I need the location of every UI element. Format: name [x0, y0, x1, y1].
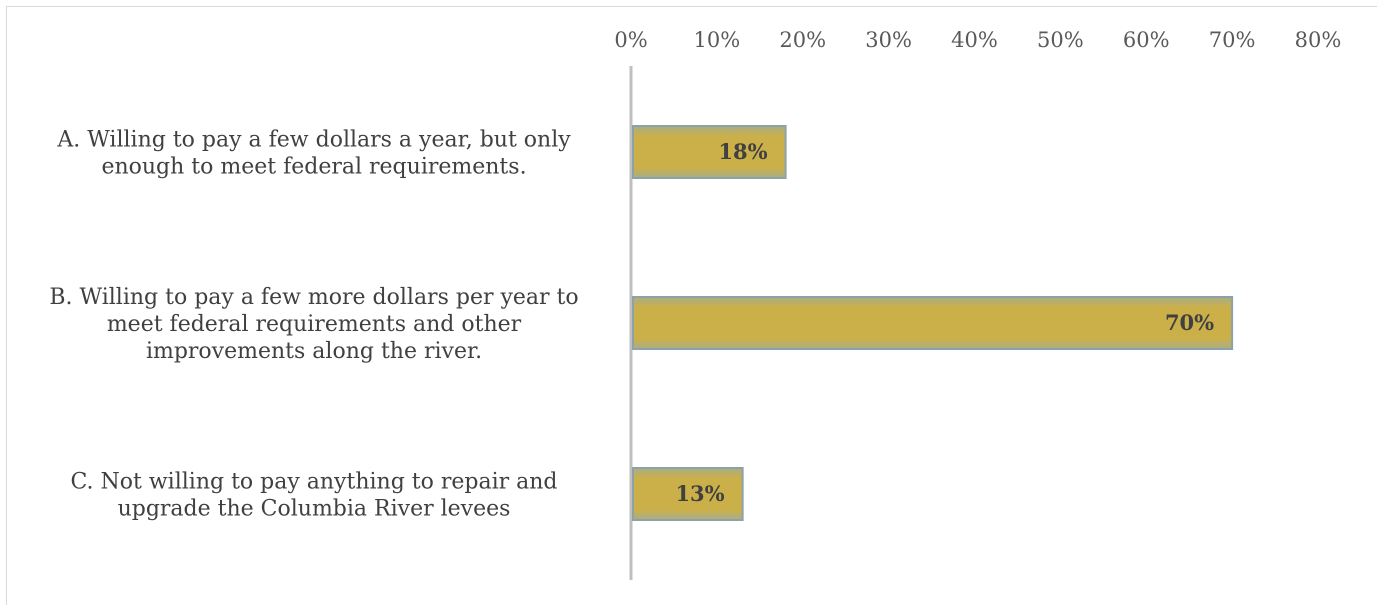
bars: 18% 70% 13%	[632, 125, 1234, 521]
x-tick-label: 30%	[865, 28, 912, 52]
category-label: B. Willing to pay a few more dollars per…	[49, 285, 578, 310]
bar	[632, 467, 744, 521]
x-tick-label: 60%	[1123, 28, 1170, 52]
x-axis-ticks: 0% 10% 20% 30% 40% 50% 60% 70% 80%	[614, 28, 1341, 52]
category-label: enough to meet federal requirements.	[101, 155, 526, 180]
category-label: meet federal requirements and other	[107, 312, 522, 337]
x-tick-label: 80%	[1295, 28, 1342, 52]
x-tick-label: 0%	[614, 28, 647, 52]
category-labels: A. Willing to pay a few dollars a year, …	[49, 128, 578, 522]
x-tick-label: 10%	[694, 28, 741, 52]
data-label: 13%	[675, 481, 724, 506]
data-label: 70%	[1165, 310, 1214, 335]
x-tick-label: 70%	[1209, 28, 1256, 52]
data-label: 18%	[718, 139, 767, 164]
category-label: upgrade the Columbia River levees	[118, 497, 511, 522]
x-tick-label: 40%	[951, 28, 998, 52]
bar	[632, 125, 787, 179]
bar	[632, 296, 1234, 350]
x-tick-label: 20%	[779, 28, 826, 52]
category-label: A. Willing to pay a few dollars a year, …	[56, 128, 571, 153]
category-label: C. Not willing to pay anything to repair…	[70, 470, 557, 495]
x-tick-label: 50%	[1037, 28, 1084, 52]
category-label: improvements along the river.	[146, 339, 482, 364]
